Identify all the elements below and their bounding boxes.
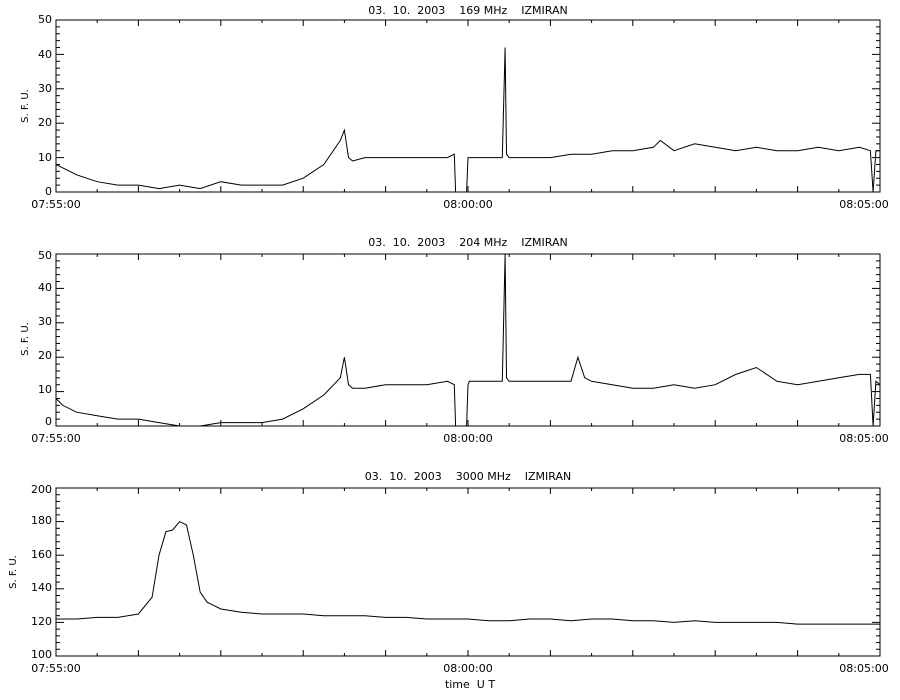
- panel-169mhz-ytick-4: 40: [38, 48, 52, 61]
- panel-3000mhz-title: 03. 10. 2003 3000 MHz IZMIRAN: [365, 470, 571, 483]
- panel-169mhz-ylabel: S. F. U.: [20, 89, 31, 123]
- panel-204mhz-ylabel: S. F. U.: [20, 322, 31, 356]
- panel-204mhz-ytick-0: 0: [45, 415, 52, 428]
- panel-204mhz-ticks: [55, 253, 881, 427]
- panel-204mhz-ytick-1: 10: [38, 383, 52, 396]
- panel-3000mhz: 03. 10. 2003 3000 MHz IZMIRAN S. F. U. 1…: [8, 470, 889, 691]
- panel-204mhz-ytick-5: 50: [38, 249, 52, 262]
- panel-3000mhz-ytick-2: 140: [31, 581, 52, 594]
- panel-204mhz-title: 03. 10. 2003 204 MHz IZMIRAN: [368, 236, 567, 249]
- panel-169mhz-ticks: [55, 19, 881, 193]
- panel-204mhz-xtick-0: 07:55:00: [31, 432, 80, 445]
- panel-169mhz-ytick-1: 10: [38, 151, 52, 164]
- panel-169mhz-series-line: [55, 47, 880, 193]
- panel-169mhz-xtick-1: 08:00:00: [443, 198, 492, 211]
- panel-204mhz: 03. 10. 2003 204 MHz IZMIRAN S. F. U. 0 …: [20, 236, 889, 445]
- panel-3000mhz-series-line: [56, 520, 880, 625]
- panel-3000mhz-ticks: [55, 487, 881, 657]
- panel-204mhz-ytick-2: 20: [38, 349, 52, 362]
- panel-169mhz: 03. 10. 2003 169 MHz IZMIRAN S. F. U. 0 …: [20, 4, 889, 211]
- panel-3000mhz-ytick-3: 160: [31, 548, 52, 561]
- panel-3000mhz-ytick-4: 180: [31, 514, 52, 527]
- panel-169mhz-title: 03. 10. 2003 169 MHz IZMIRAN: [368, 4, 567, 17]
- panel-204mhz-ytick-4: 40: [38, 281, 52, 294]
- panel-3000mhz-xtick-0: 07:55:00: [31, 662, 80, 675]
- panel-3000mhz-xtick-2: 08:05:00: [839, 662, 888, 675]
- panel-3000mhz-ytick-0: 100: [31, 648, 52, 661]
- panel-204mhz-xtick-2: 08:05:00: [839, 432, 888, 445]
- panel-3000mhz-ylabel: S. F. U.: [8, 555, 19, 589]
- panel-169mhz-ytick-2: 20: [38, 116, 52, 129]
- panel-169mhz-xtick-2: 08:05:00: [839, 198, 888, 211]
- x-axis-label: time U T: [445, 678, 495, 691]
- panel-204mhz-series-line: [55, 253, 881, 427]
- panel-3000mhz-ytick-1: 120: [31, 615, 52, 628]
- panel-169mhz-ytick-5: 50: [38, 13, 52, 26]
- panel-3000mhz-ytick-5: 200: [31, 483, 52, 496]
- panel-169mhz-ytick-3: 30: [38, 82, 52, 95]
- panel-204mhz-xtick-1: 08:00:00: [443, 432, 492, 445]
- panel-204mhz-ytick-3: 30: [38, 315, 52, 328]
- panel-169mhz-xtick-0: 07:55:00: [31, 198, 80, 211]
- panel-3000mhz-xtick-1: 08:00:00: [443, 662, 492, 675]
- panel-169mhz-ytick-0: 0: [45, 185, 52, 198]
